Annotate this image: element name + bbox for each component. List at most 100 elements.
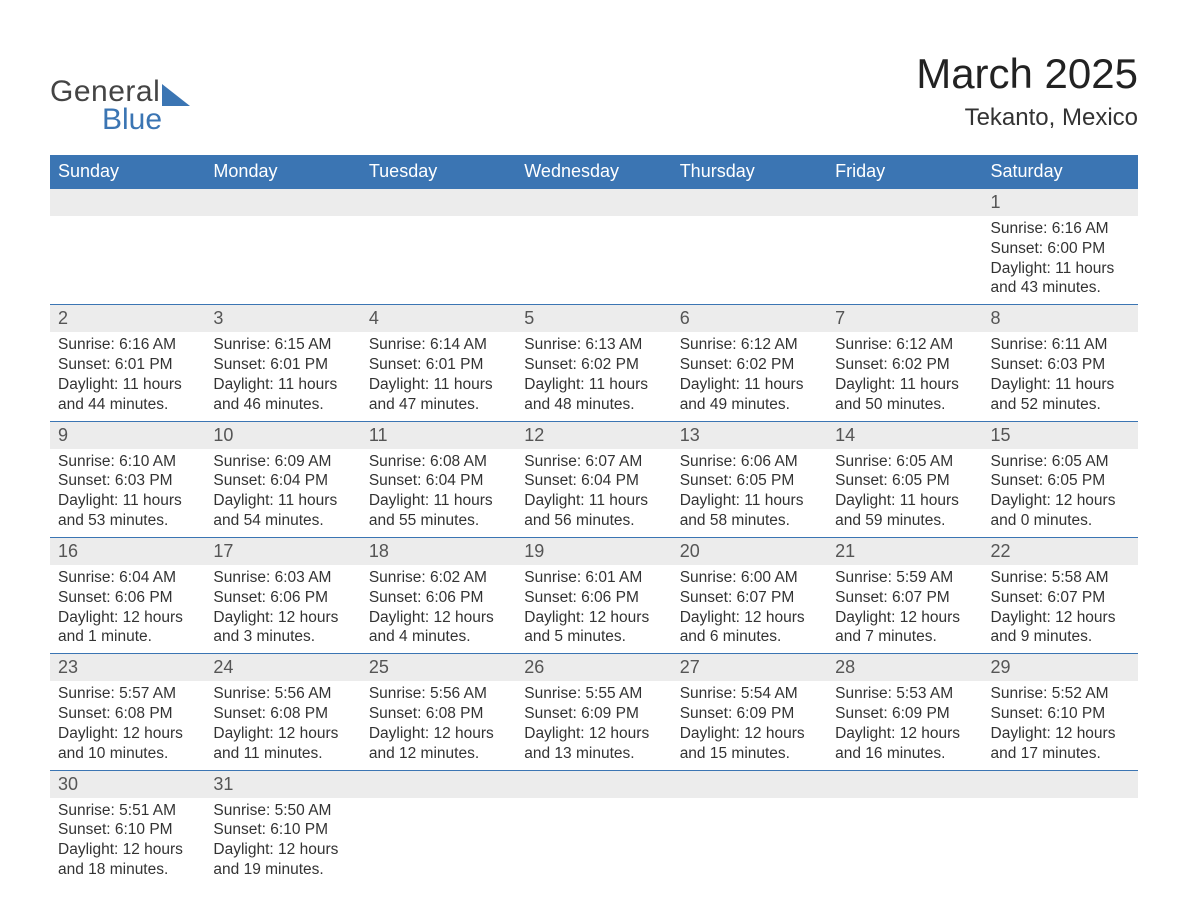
day-details-cell xyxy=(672,798,827,886)
day-details-cell: Sunrise: 5:52 AMSunset: 6:10 PMDaylight:… xyxy=(983,681,1138,770)
day-number-row: 1 xyxy=(50,189,1138,217)
day-number-row: 16171819202122 xyxy=(50,537,1138,565)
day-details-row: Sunrise: 5:51 AMSunset: 6:10 PMDaylight:… xyxy=(50,798,1138,886)
day-number: 17 xyxy=(205,538,360,565)
day-details-cell: Sunrise: 6:03 AMSunset: 6:06 PMDaylight:… xyxy=(205,565,360,654)
day-details-cell xyxy=(983,798,1138,886)
day-number-cell: 17 xyxy=(205,537,360,565)
day-details: Sunrise: 6:12 AMSunset: 6:02 PMDaylight:… xyxy=(827,332,982,420)
day-number: 18 xyxy=(361,538,516,565)
day-number-cell xyxy=(827,770,982,798)
day-number: 5 xyxy=(516,305,671,332)
day-number: 31 xyxy=(205,771,360,798)
day-number-cell xyxy=(983,770,1138,798)
day-number-cell: 29 xyxy=(983,654,1138,682)
day-details: Sunrise: 5:53 AMSunset: 6:09 PMDaylight:… xyxy=(827,681,982,769)
day-number: 6 xyxy=(672,305,827,332)
day-number: 7 xyxy=(827,305,982,332)
day-number-cell: 31 xyxy=(205,770,360,798)
day-details-cell: Sunrise: 6:07 AMSunset: 6:04 PMDaylight:… xyxy=(516,449,671,538)
day-number-cell: 22 xyxy=(983,537,1138,565)
day-details-row: Sunrise: 6:16 AMSunset: 6:01 PMDaylight:… xyxy=(50,332,1138,421)
day-number-cell xyxy=(205,189,360,217)
day-details-cell: Sunrise: 6:16 AMSunset: 6:01 PMDaylight:… xyxy=(50,332,205,421)
day-details: Sunrise: 5:56 AMSunset: 6:08 PMDaylight:… xyxy=(361,681,516,769)
day-number-cell: 23 xyxy=(50,654,205,682)
day-details-cell: Sunrise: 5:58 AMSunset: 6:07 PMDaylight:… xyxy=(983,565,1138,654)
weekday-header: Friday xyxy=(827,155,982,189)
day-number: 16 xyxy=(50,538,205,565)
day-number-cell: 14 xyxy=(827,421,982,449)
day-number-cell: 8 xyxy=(983,305,1138,333)
day-number-cell: 3 xyxy=(205,305,360,333)
day-details: Sunrise: 6:02 AMSunset: 6:06 PMDaylight:… xyxy=(361,565,516,653)
day-details: Sunrise: 6:14 AMSunset: 6:01 PMDaylight:… xyxy=(361,332,516,420)
day-details: Sunrise: 6:05 AMSunset: 6:05 PMDaylight:… xyxy=(827,449,982,537)
day-number: 23 xyxy=(50,654,205,681)
day-number: 4 xyxy=(361,305,516,332)
day-details: Sunrise: 5:55 AMSunset: 6:09 PMDaylight:… xyxy=(516,681,671,769)
day-details-row: Sunrise: 6:16 AMSunset: 6:00 PMDaylight:… xyxy=(50,216,1138,305)
day-details-cell: Sunrise: 6:05 AMSunset: 6:05 PMDaylight:… xyxy=(983,449,1138,538)
weekday-header-row: Sunday Monday Tuesday Wednesday Thursday… xyxy=(50,155,1138,189)
day-details-cell: Sunrise: 5:57 AMSunset: 6:08 PMDaylight:… xyxy=(50,681,205,770)
day-number-cell: 26 xyxy=(516,654,671,682)
day-number: 30 xyxy=(50,771,205,798)
day-number: 8 xyxy=(983,305,1138,332)
day-details: Sunrise: 6:03 AMSunset: 6:06 PMDaylight:… xyxy=(205,565,360,653)
logo: General Blue xyxy=(50,75,190,137)
day-details: Sunrise: 6:16 AMSunset: 6:01 PMDaylight:… xyxy=(50,332,205,420)
weekday-header: Saturday xyxy=(983,155,1138,189)
day-details: Sunrise: 6:15 AMSunset: 6:01 PMDaylight:… xyxy=(205,332,360,420)
day-number: 27 xyxy=(672,654,827,681)
day-details-cell: Sunrise: 6:12 AMSunset: 6:02 PMDaylight:… xyxy=(827,332,982,421)
day-number-cell: 25 xyxy=(361,654,516,682)
day-details: Sunrise: 6:04 AMSunset: 6:06 PMDaylight:… xyxy=(50,565,205,653)
day-details-cell: Sunrise: 6:16 AMSunset: 6:00 PMDaylight:… xyxy=(983,216,1138,305)
day-details-cell xyxy=(50,216,205,305)
day-number-cell: 16 xyxy=(50,537,205,565)
weekday-header: Sunday xyxy=(50,155,205,189)
day-number: 25 xyxy=(361,654,516,681)
day-number-cell: 1 xyxy=(983,189,1138,217)
weekday-header: Wednesday xyxy=(516,155,671,189)
day-details: Sunrise: 5:57 AMSunset: 6:08 PMDaylight:… xyxy=(50,681,205,769)
day-number-cell: 19 xyxy=(516,537,671,565)
day-details: Sunrise: 6:16 AMSunset: 6:00 PMDaylight:… xyxy=(983,216,1138,304)
day-number: 19 xyxy=(516,538,671,565)
day-details-cell: Sunrise: 6:08 AMSunset: 6:04 PMDaylight:… xyxy=(361,449,516,538)
day-number-cell: 20 xyxy=(672,537,827,565)
day-number-cell: 24 xyxy=(205,654,360,682)
day-details-cell xyxy=(827,798,982,886)
day-number: 1 xyxy=(983,189,1138,216)
day-number: 29 xyxy=(983,654,1138,681)
day-details: Sunrise: 5:58 AMSunset: 6:07 PMDaylight:… xyxy=(983,565,1138,653)
day-number-cell: 13 xyxy=(672,421,827,449)
logo-text-bottom: Blue xyxy=(102,103,190,137)
day-number-row: 9101112131415 xyxy=(50,421,1138,449)
day-details-cell: Sunrise: 5:56 AMSunset: 6:08 PMDaylight:… xyxy=(361,681,516,770)
day-details-cell xyxy=(361,216,516,305)
day-details: Sunrise: 5:59 AMSunset: 6:07 PMDaylight:… xyxy=(827,565,982,653)
day-details-cell xyxy=(361,798,516,886)
day-number: 14 xyxy=(827,422,982,449)
day-number-row: 3031 xyxy=(50,770,1138,798)
day-details-cell xyxy=(827,216,982,305)
day-number-row: 2345678 xyxy=(50,305,1138,333)
day-number: 3 xyxy=(205,305,360,332)
weekday-header: Monday xyxy=(205,155,360,189)
day-details-cell: Sunrise: 6:05 AMSunset: 6:05 PMDaylight:… xyxy=(827,449,982,538)
day-number-cell: 12 xyxy=(516,421,671,449)
day-details: Sunrise: 6:01 AMSunset: 6:06 PMDaylight:… xyxy=(516,565,671,653)
day-details-cell: Sunrise: 6:14 AMSunset: 6:01 PMDaylight:… xyxy=(361,332,516,421)
day-details-cell xyxy=(516,798,671,886)
day-number-cell: 7 xyxy=(827,305,982,333)
day-details-row: Sunrise: 5:57 AMSunset: 6:08 PMDaylight:… xyxy=(50,681,1138,770)
day-details-cell: Sunrise: 6:06 AMSunset: 6:05 PMDaylight:… xyxy=(672,449,827,538)
day-details-cell: Sunrise: 6:04 AMSunset: 6:06 PMDaylight:… xyxy=(50,565,205,654)
day-number-cell: 6 xyxy=(672,305,827,333)
day-details: Sunrise: 6:06 AMSunset: 6:05 PMDaylight:… xyxy=(672,449,827,537)
day-details: Sunrise: 6:11 AMSunset: 6:03 PMDaylight:… xyxy=(983,332,1138,420)
day-number: 15 xyxy=(983,422,1138,449)
day-number-cell: 21 xyxy=(827,537,982,565)
